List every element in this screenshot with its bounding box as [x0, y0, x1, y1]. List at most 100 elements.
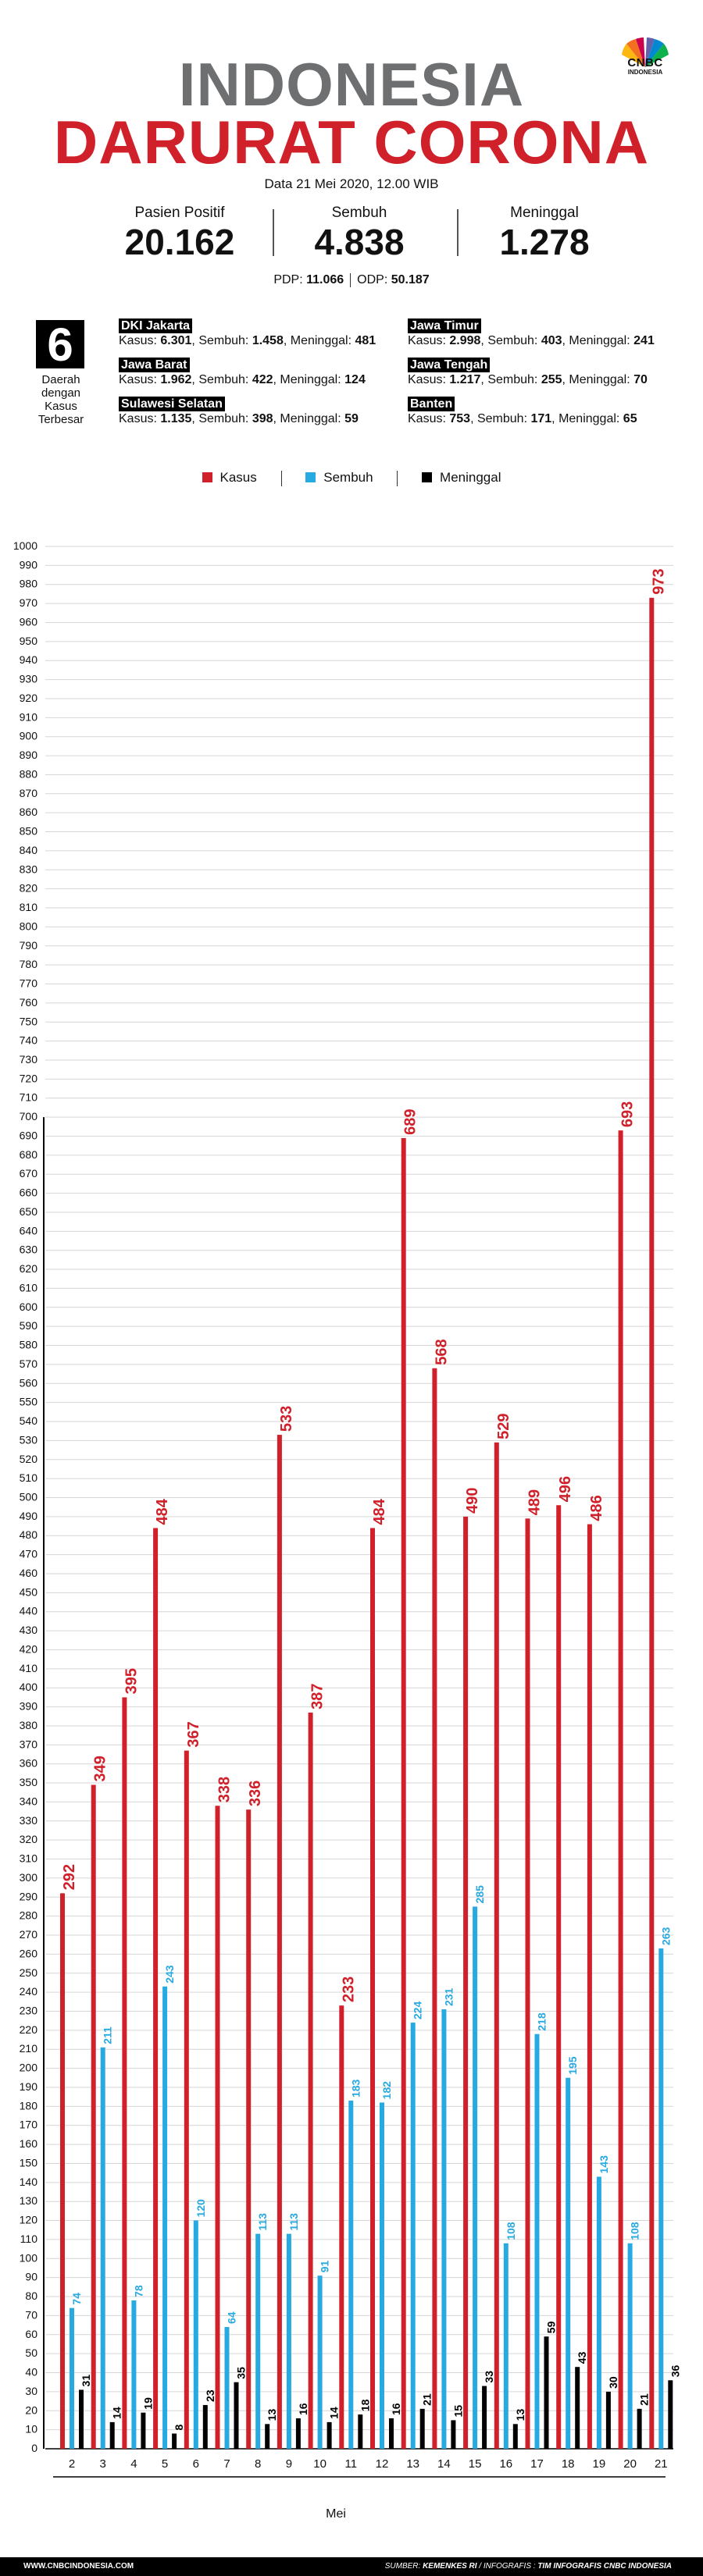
y-tick-label: 720 — [20, 1072, 38, 1084]
stat-divider — [457, 209, 459, 256]
data-label: 19 — [141, 2397, 154, 2410]
data-label: 21 — [421, 2393, 434, 2406]
y-tick-label: 100 — [20, 2251, 38, 2264]
bar-meninggal — [482, 2386, 487, 2449]
data-label: 113 — [287, 2213, 300, 2231]
y-tick-label: 150 — [20, 2156, 38, 2169]
bar-kasus — [556, 1505, 562, 2449]
y-tick-label: 780 — [20, 958, 38, 970]
data-label: 43 — [576, 2351, 588, 2364]
y-tick-label: 40 — [25, 2366, 37, 2379]
y-tick-label: 550 — [20, 1396, 38, 1408]
y-tick-label: 470 — [20, 1548, 38, 1560]
region-item: DKI Jakarta Kasus: 6.301, Sembuh: 1.458, … — [119, 318, 376, 348]
data-label: 336 — [247, 1781, 264, 1806]
source-label: SUMBER: — [384, 2562, 421, 2571]
pdp-odp-line: PDP: 11.066 ODP: 50.187 — [0, 273, 703, 287]
bar-kasus — [184, 1750, 189, 2449]
y-tick-label: 10 — [25, 2423, 37, 2435]
region-stats: Kasus: 753, Sembuh: 171, Meninggal: 65 — [408, 412, 637, 425]
data-label: 395 — [123, 1668, 140, 1694]
y-tick-label: 290 — [20, 1890, 38, 1902]
footer: WWW.CNBCINDONESIA.COM SUMBER: KEMENKES R… — [0, 2557, 703, 2576]
odp-label: ODP: — [357, 273, 388, 287]
y-tick-label: 990 — [20, 558, 38, 571]
caption-line: Terbesar — [37, 413, 84, 426]
y-tick-label: 180 — [20, 2099, 38, 2112]
data-label: 484 — [154, 1498, 171, 1525]
x-axis-label: Mei — [326, 2507, 346, 2521]
divider — [280, 470, 282, 486]
bar-sembuh — [410, 2023, 416, 2449]
caption-line: Daerah — [41, 373, 80, 386]
y-tick-label: 440 — [20, 1605, 38, 1617]
data-label: 8 — [173, 2425, 185, 2431]
data-label: 108 — [629, 2222, 641, 2240]
y-tick-label: 510 — [20, 1471, 38, 1484]
data-label: 693 — [619, 1101, 637, 1127]
x-tick-label: 7 — [223, 2457, 230, 2471]
y-tick-label: 330 — [20, 1814, 38, 1827]
x-tick-label: 14 — [437, 2457, 451, 2471]
y-tick-label: 630 — [20, 1244, 38, 1256]
y-tick-label: 600 — [20, 1300, 38, 1313]
brand-sub: INDONESIA — [627, 69, 663, 76]
stat-recovered: Sembuh 4.838 — [269, 205, 449, 262]
bar-kasus — [122, 1697, 127, 2449]
y-tick-label: 0 — [31, 2442, 37, 2454]
bar-meninggal — [575, 2367, 580, 2449]
region-name: Sulawesi Selatan — [119, 397, 225, 411]
y-tick-label: 540 — [20, 1414, 38, 1427]
y-tick-label: 770 — [20, 977, 38, 990]
y-tick-label: 360 — [20, 1757, 38, 1770]
bar-kasus — [339, 2005, 344, 2449]
region-stats: Kasus: 1.135, Sembuh: 398, Meninggal: 59 — [119, 412, 359, 425]
footer-website: WWW.CNBCINDONESIA.COM — [23, 2562, 134, 2571]
legend-label: Kasus — [219, 470, 257, 485]
data-label: 387 — [309, 1684, 327, 1710]
data-label: 13 — [266, 2409, 278, 2421]
data-label: 338 — [216, 1777, 234, 1802]
data-label: 64 — [226, 2311, 238, 2324]
data-label: 349 — [92, 1756, 109, 1781]
x-tick-label: 11 — [345, 2457, 358, 2471]
legend-swatch-sembuh — [305, 472, 316, 482]
stat-value: 20.162 — [124, 222, 235, 262]
pdp-value: 11.066 — [306, 273, 344, 287]
y-tick-label: 190 — [20, 2080, 38, 2093]
y-tick-label: 380 — [20, 1719, 38, 1731]
y-tick-label: 760 — [20, 996, 38, 1009]
bar-sembuh — [317, 2275, 323, 2449]
bar-kasus — [370, 1528, 375, 2449]
data-label: 36 — [669, 2364, 681, 2377]
page-title-line2: DARURAT CORONA — [53, 108, 650, 176]
data-label: 78 — [132, 2285, 145, 2297]
stat-label: Sembuh — [331, 205, 387, 221]
y-tick-label: 480 — [20, 1528, 38, 1541]
bar-sembuh — [566, 2077, 571, 2449]
y-tick-label: 450 — [20, 1585, 38, 1598]
y-tick-label: 460 — [20, 1567, 38, 1579]
y-tick-label: 750 — [20, 1015, 38, 1027]
x-tick-label: 15 — [469, 2457, 482, 2471]
bar-sembuh — [224, 2327, 230, 2449]
region-item: Jawa Barat Kasus: 1.962, Sembuh: 422, Men… — [119, 358, 366, 387]
y-tick-label: 890 — [20, 749, 38, 761]
y-tick-label: 280 — [20, 1909, 38, 1922]
y-tick-label: 200 — [20, 2062, 38, 2074]
y-tick-label: 370 — [20, 1738, 38, 1750]
bar-meninggal — [327, 2421, 332, 2449]
infographic-value: TIM INFOGRAFIS CNBC INDONESIA — [537, 2562, 672, 2571]
y-tick-label: 50 — [25, 2347, 37, 2359]
y-tick-label: 130 — [20, 2194, 38, 2207]
data-label: 490 — [464, 1487, 481, 1513]
y-tick-label: 530 — [20, 1433, 38, 1446]
data-label: 16 — [390, 2403, 402, 2415]
pdp-label: PDP: — [273, 273, 303, 287]
y-tick-label: 920 — [20, 692, 38, 704]
legend-swatch-kasus — [202, 472, 212, 482]
bar-kasus — [215, 1806, 220, 2449]
data-label: 529 — [495, 1413, 512, 1439]
y-tick-label: 320 — [20, 1833, 38, 1845]
bar-meninggal — [358, 2414, 363, 2449]
